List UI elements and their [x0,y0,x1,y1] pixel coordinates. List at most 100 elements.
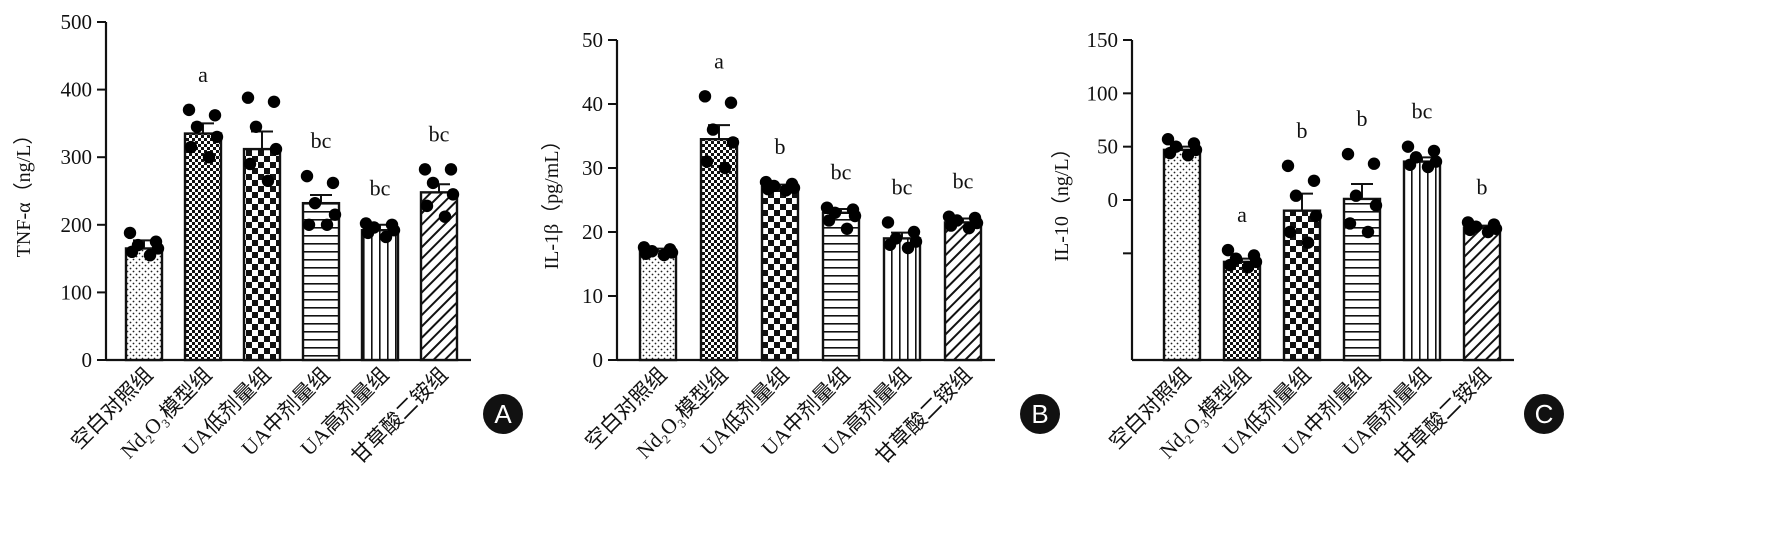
significance-label: bc [831,160,852,185]
data-point [446,188,460,201]
data-point [1241,261,1255,274]
panel-badge [483,394,523,434]
bar [882,237,922,362]
panel-badge [1020,394,1060,434]
y-tick-label: 300 [61,145,93,169]
data-point [726,136,740,149]
y-tick-label: 400 [61,78,93,102]
significance-label: bc [1412,99,1433,124]
data-point [243,157,257,171]
data-point [944,219,958,232]
data-point [190,120,204,133]
data-point [143,249,157,262]
bar [419,191,459,362]
y-tick-label: 100 [61,280,93,304]
y-axis-title: IL-10（ng/L） [1050,138,1073,261]
data-point [302,218,316,231]
data-point [438,210,452,223]
panel-badge [1524,394,1564,434]
data-point [300,169,314,183]
data-point [1307,174,1321,187]
y-tick-label: 0 [593,348,604,372]
bar [821,211,861,362]
y-tick-label: 50 [582,28,603,52]
data-point [125,245,139,259]
significance-label: b [1477,174,1488,199]
data-point [379,230,393,244]
data-point [901,241,915,255]
data-point [308,196,322,210]
panel-a: 0100200300400500TNF-α（ng/L）空白对照组aNd₂O₃模型… [12,10,523,469]
data-point [261,174,275,188]
significance-label: bc [370,175,391,200]
data-point [1223,258,1237,272]
data-point [657,248,671,262]
data-point [840,222,854,235]
significance-label: bc [311,128,332,153]
data-point [1341,147,1355,161]
data-point [1401,140,1415,153]
data-point [426,176,440,190]
data-point [249,120,263,133]
y-axis-title: TNF-α（ng/L） [12,125,35,258]
bar [1462,226,1502,362]
panel-badge-letter: A [494,399,512,429]
data-point [822,214,836,227]
significance-label: a [714,48,724,73]
bar [1222,260,1262,362]
data-point [328,208,342,221]
panel-badge-letter: B [1031,399,1048,429]
significance-label: a [198,62,208,87]
data-point [779,184,793,197]
data-point [700,155,714,168]
significance-label: bc [429,121,450,146]
data-point [182,103,196,117]
y-tick-label: 100 [1087,81,1119,105]
panel-badge-letter: C [1535,399,1554,429]
y-tick-label: 20 [582,220,603,244]
y-tick-label: 200 [61,213,93,237]
data-point [208,109,222,122]
data-point [1289,189,1303,202]
bar [1402,160,1442,362]
data-point [883,238,897,251]
data-point [1349,189,1363,202]
significance-label: bc [892,174,913,199]
data-point [1281,159,1295,173]
data-point [202,151,216,164]
data-point [123,226,137,240]
significance-label: b [1297,118,1308,143]
bar [242,147,282,362]
data-point [907,225,921,239]
data-point [361,226,375,240]
y-tick-label: 40 [582,92,603,116]
panel-b: 01020304050IL-1β（pg/mL）空白对照组aNd₂O₃模型组bUA… [540,28,1060,469]
data-point [1421,160,1435,174]
data-point [420,199,434,213]
data-point [761,182,775,196]
significance-label: b [775,134,786,159]
significance-label: b [1357,106,1368,131]
data-point [210,130,224,144]
y-tick-label: 0 [82,348,93,372]
y-tick-label: 10 [582,284,603,308]
y-tick-label: 50 [1097,135,1118,159]
data-point [184,140,198,154]
data-point [1221,243,1235,257]
data-point [1369,199,1383,212]
data-point [1283,225,1297,239]
data-point [1367,157,1381,170]
significance-label: a [1237,202,1247,227]
data-point [1343,217,1357,230]
significance-label: bc [953,169,974,194]
data-point [1309,209,1323,223]
bar [360,229,400,362]
data-point [1163,146,1177,160]
y-tick-label: 0 [1108,188,1119,212]
y-tick-label: 150 [1087,28,1119,52]
bar [183,132,223,362]
y-tick-label: 500 [61,10,93,34]
data-point [724,96,738,109]
data-point [848,209,862,223]
